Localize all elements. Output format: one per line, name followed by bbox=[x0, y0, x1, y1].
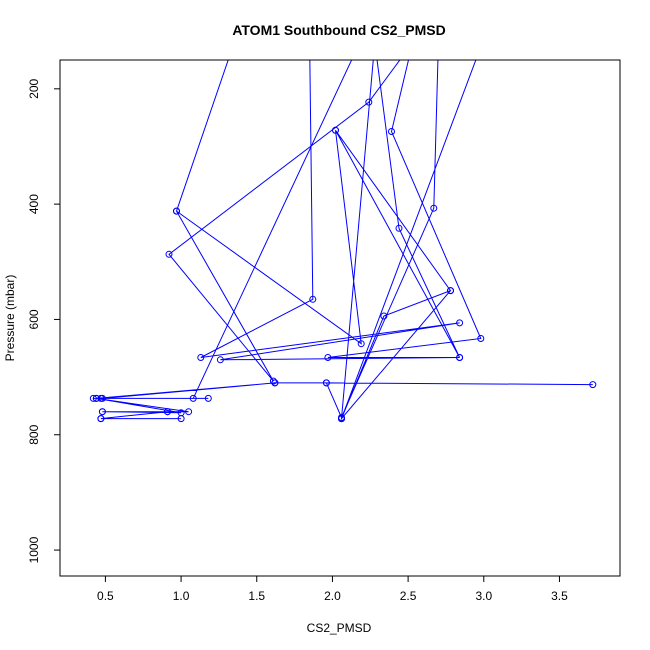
x-tick-label: 1.0 bbox=[173, 589, 190, 603]
data-point bbox=[97, 415, 105, 423]
data-point bbox=[430, 204, 438, 212]
y-tick-label: 400 bbox=[27, 194, 41, 214]
data-point bbox=[173, 207, 180, 215]
x-tick-label: 2.0 bbox=[324, 589, 341, 603]
plot-area bbox=[89, 40, 597, 423]
data-point bbox=[189, 394, 197, 402]
y-axis-label: Pressure (mbar) bbox=[3, 275, 17, 362]
series-line bbox=[93, 60, 593, 421]
data-point bbox=[477, 335, 485, 342]
data-point bbox=[380, 312, 388, 320]
data-point bbox=[456, 319, 464, 327]
data-point bbox=[92, 394, 100, 402]
x-axis: 0.5 1.0 1.5 2.0 2.5 3.0 3.5 bbox=[97, 576, 568, 603]
y-axis: 200 400 600 800 1000 bbox=[27, 78, 60, 563]
data-point bbox=[324, 354, 332, 361]
data-point bbox=[307, 46, 313, 52]
chart-title: ATOM1 Southbound CS2_PMSD bbox=[232, 22, 445, 38]
data-point bbox=[479, 40, 485, 46]
x-tick-label: 3.5 bbox=[551, 589, 568, 603]
x-tick-label: 1.5 bbox=[248, 589, 265, 603]
data-point bbox=[98, 408, 106, 416]
plot-frame bbox=[59, 59, 621, 577]
data-point bbox=[185, 408, 193, 416]
data-point bbox=[410, 40, 416, 46]
data-point bbox=[271, 379, 279, 387]
data-point bbox=[372, 40, 378, 46]
y-tick-label: 800 bbox=[27, 424, 41, 444]
x-tick-label: 0.5 bbox=[97, 589, 114, 603]
data-point bbox=[197, 354, 205, 361]
data-point bbox=[216, 356, 224, 364]
data-point bbox=[204, 394, 212, 402]
data-point bbox=[177, 415, 185, 423]
data-point bbox=[447, 287, 454, 295]
data-point bbox=[338, 415, 345, 423]
series-group bbox=[89, 40, 597, 423]
data-point bbox=[357, 340, 365, 348]
x-axis-label: CS2_PMSD bbox=[307, 621, 372, 635]
data-point bbox=[388, 128, 395, 135]
data-point bbox=[309, 295, 317, 303]
y-tick-label: 200 bbox=[27, 78, 41, 98]
data-point bbox=[435, 40, 441, 46]
y-tick-label: 600 bbox=[27, 309, 41, 329]
data-point bbox=[165, 250, 173, 258]
x-tick-label: 3.0 bbox=[475, 589, 492, 603]
data-point bbox=[269, 377, 277, 385]
data-point bbox=[231, 40, 237, 46]
data-point bbox=[164, 408, 171, 416]
data-point bbox=[456, 354, 464, 361]
data-point bbox=[322, 379, 330, 387]
x-tick-label: 2.5 bbox=[400, 589, 417, 603]
data-point bbox=[395, 224, 403, 232]
data-point bbox=[332, 126, 339, 134]
data-point bbox=[365, 98, 373, 106]
data-point bbox=[357, 40, 363, 46]
y-tick-label: 1000 bbox=[27, 536, 41, 563]
data-point bbox=[89, 394, 97, 402]
data-point bbox=[589, 381, 597, 389]
